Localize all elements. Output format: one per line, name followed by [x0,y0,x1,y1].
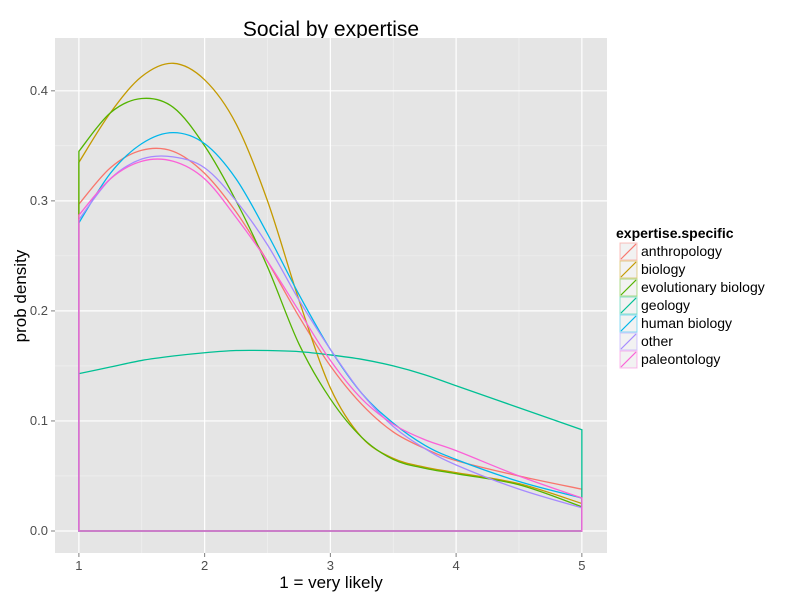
legend-label: human biology [641,315,732,331]
legend-label: other [641,333,673,349]
plot-panel [55,38,607,553]
legend-key-line [620,351,637,368]
y-tick-label: 0.2 [30,303,48,318]
legend-label: geology [641,297,690,313]
legend-key-line [620,297,637,314]
x-tick-label: 2 [201,558,208,573]
y-tick-label: 0.1 [30,413,48,428]
density-curve-anthropology [78,147,583,532]
density-curve-other [78,155,583,532]
x-tick-label: 4 [452,558,459,573]
legend-label: biology [641,261,685,277]
legend-label: anthropology [641,243,722,259]
y-tick-label: 0.4 [30,83,48,98]
legend-key-line [620,261,637,278]
density-curves [78,62,583,532]
y-tick-label: 0.0 [30,523,48,538]
x-tick-label: 1 [75,558,82,573]
density-curve-human-biology [78,131,583,532]
y-axis: 0.0 0.1 0.2 0.3 0.4 [30,83,55,538]
chart-title: Social by expertise [243,18,419,41]
y-axis-label: prob density [11,249,30,342]
legend: expertise.specific anthropology biology ev… [616,225,765,369]
legend-label: evolutionary biology [641,279,765,295]
x-axis-label: 1 = very likely [279,573,383,592]
legend-key-line [620,279,637,296]
density-curve-evolutionary-biology [78,97,583,532]
legend-key-line [620,243,637,260]
density-curve-geology [78,349,583,532]
legend-key-line [620,315,637,332]
y-tick-label: 0.3 [30,193,48,208]
density-curve-paleontology [78,158,583,532]
x-axis: 1 2 3 4 5 [75,553,585,573]
x-tick-label: 5 [578,558,585,573]
legend-key-line [620,333,637,350]
legend-title: expertise.specific [616,225,734,241]
x-tick-label: 3 [327,558,334,573]
legend-label: paleontology [641,351,720,367]
